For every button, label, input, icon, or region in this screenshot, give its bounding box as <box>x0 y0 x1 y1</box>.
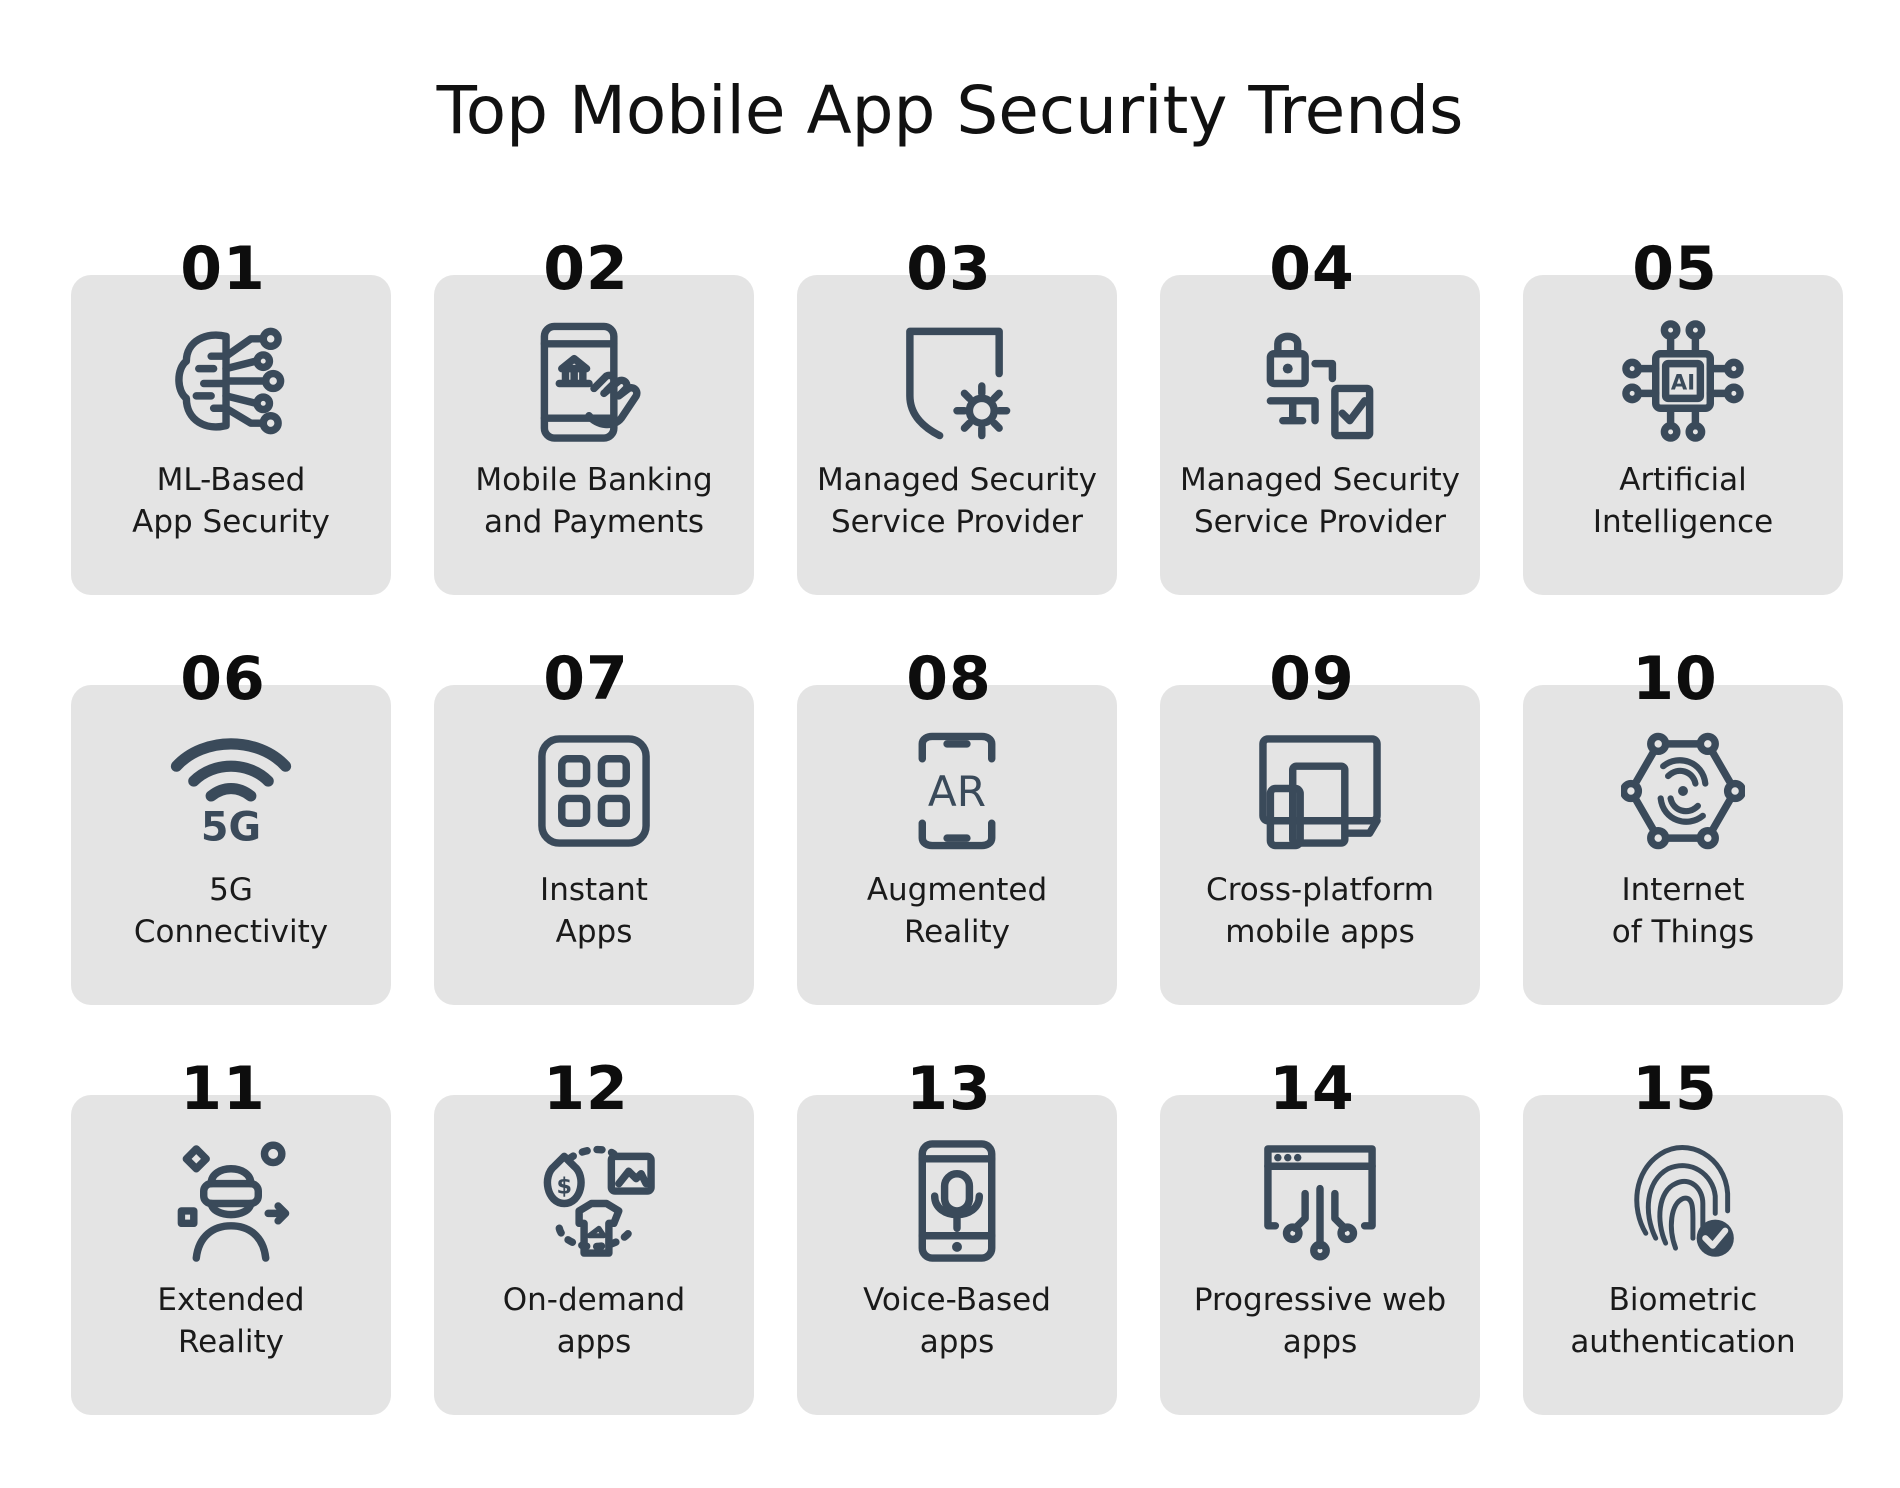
trend-label-line-2: Connectivity <box>133 914 329 950</box>
svg-text:AR: AR <box>928 767 986 816</box>
trend-label-line-1: Biometric <box>1608 1282 1758 1318</box>
trend-label: Progressive web apps <box>1160 1279 1480 1363</box>
trend-label: Cross-platform mobile apps <box>1160 869 1480 953</box>
trend-label-line-2: apps <box>556 1324 632 1360</box>
trend-number: 07 <box>543 644 629 714</box>
trend-number: 09 <box>1269 644 1355 714</box>
trend-label-line-2: Apps <box>555 914 633 950</box>
trend-label-line-2: Intelligence <box>1592 504 1774 540</box>
trend-label-line-2: and Payments <box>483 504 705 540</box>
trend-label: Internet of Things <box>1523 869 1843 953</box>
trend-label: On-demand apps <box>434 1279 754 1363</box>
trend-label-line-2: Service Provider <box>830 504 1084 540</box>
trend-label-line-1: Instant <box>540 872 648 908</box>
trend-label-line-1: Augmented <box>866 872 1048 908</box>
voice-phone-icon <box>895 1139 1019 1263</box>
trend-label-line-2: authentication <box>1570 1324 1796 1360</box>
trend-label-line-2: Service Provider <box>1193 504 1447 540</box>
trend-label: Mobile Banking and Payments <box>434 459 754 543</box>
trend-label: ML-Based App Security <box>71 459 391 543</box>
trend-number: 03 <box>906 234 992 304</box>
trend-label: Artificial Intelligence <box>1523 459 1843 543</box>
trend-label-line-1: Mobile Banking <box>475 462 713 498</box>
trend-number: 06 <box>180 644 266 714</box>
trend-label: Managed Security Service Provider <box>797 459 1117 543</box>
trend-number: 14 <box>1269 1054 1355 1124</box>
trend-label-line-1: Managed Security <box>817 462 1097 498</box>
trend-label-line-2: of Things <box>1611 914 1755 950</box>
app-grid-icon <box>532 729 656 853</box>
on-demand-services-icon: $ <box>532 1139 656 1263</box>
trend-label-line-1: Internet <box>1621 872 1745 908</box>
trend-label-line-1: On-demand <box>502 1282 686 1318</box>
brain-circuit-icon <box>169 319 293 443</box>
trend-label: Biometric authentication <box>1523 1279 1843 1363</box>
trend-number: 01 <box>180 234 266 304</box>
multi-device-icon <box>1258 729 1382 853</box>
trend-number: 10 <box>1632 644 1718 714</box>
trend-card <box>71 275 391 595</box>
trend-label-line-1: Extended <box>157 1282 305 1318</box>
trend-label: Augmented Reality <box>797 869 1117 953</box>
trend-card <box>1523 275 1843 595</box>
iot-hexagon-icon <box>1621 729 1745 853</box>
trend-label-line-1: Progressive web <box>1193 1282 1447 1318</box>
lock-network-check-icon <box>1258 319 1382 443</box>
browser-circuit-icon <box>1258 1139 1382 1263</box>
trend-label: Voice-Based apps <box>797 1279 1117 1363</box>
fingerprint-check-icon <box>1621 1139 1745 1263</box>
vr-headset-person-icon <box>169 1139 293 1263</box>
trend-label-line-2: App Security <box>132 504 330 540</box>
trend-label: Extended Reality <box>71 1279 391 1363</box>
svg-text:AI: AI <box>1671 370 1695 395</box>
trend-label-line-2: mobile apps <box>1225 914 1415 950</box>
trend-label-line-2: Reality <box>904 914 1010 950</box>
svg-text:5G: 5G <box>201 805 261 851</box>
trend-label: Instant Apps <box>434 869 754 953</box>
trend-card <box>1523 685 1843 1005</box>
trend-number: 15 <box>1632 1054 1718 1124</box>
page-title: Top Mobile App Security Trends <box>436 72 1464 149</box>
trend-label-line-1: Artificial <box>1619 462 1747 498</box>
trend-label-line-2: apps <box>919 1324 995 1360</box>
trend-number: 02 <box>543 234 629 304</box>
trend-number: 04 <box>1269 234 1355 304</box>
trend-label: 5G Connectivity <box>71 869 391 953</box>
ai-chip-icon: AI <box>1621 319 1745 443</box>
mobile-banking-icon <box>532 319 656 443</box>
trend-number: 05 <box>1632 234 1718 304</box>
trend-label-line-1: Cross-platform <box>1206 872 1434 908</box>
trend-number: 12 <box>543 1054 629 1124</box>
trend-label-line-2: Reality <box>178 1324 284 1360</box>
trend-label-line-1: Voice-Based <box>863 1282 1051 1318</box>
trend-label-line-1: 5G <box>209 872 253 908</box>
trend-card <box>1160 275 1480 595</box>
trend-card <box>71 1095 391 1415</box>
wifi-5g-icon: 5G <box>169 729 293 853</box>
trend-label: Managed Security Service Provider <box>1160 459 1480 543</box>
trend-number: 13 <box>906 1054 992 1124</box>
ar-phone-icon: AR <box>895 729 1019 853</box>
trend-number: 11 <box>180 1054 266 1124</box>
trend-label-line-1: ML-Based <box>156 462 306 498</box>
trend-label-line-2: apps <box>1282 1324 1358 1360</box>
trend-number: 08 <box>906 644 992 714</box>
svg-text:$: $ <box>556 1174 572 1200</box>
trend-label-line-1: Managed Security <box>1180 462 1460 498</box>
shield-gear-icon <box>895 319 1019 443</box>
